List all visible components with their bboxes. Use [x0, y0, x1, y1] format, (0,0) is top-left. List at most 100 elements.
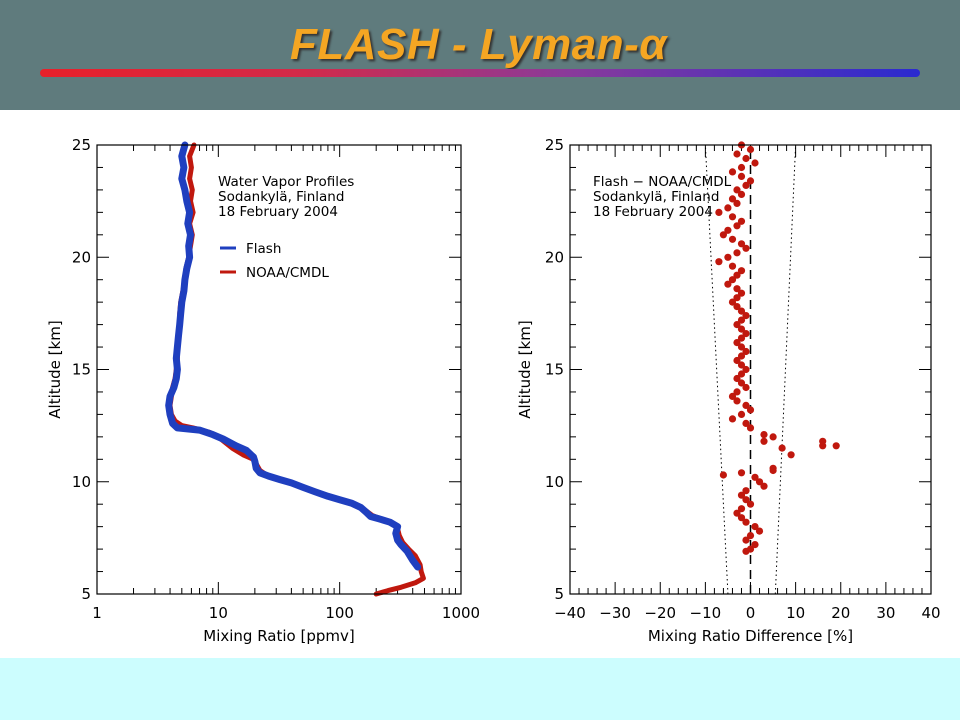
difference-point [733, 303, 741, 311]
difference-point [728, 262, 737, 270]
difference-point [728, 235, 737, 243]
difference-point [737, 505, 746, 513]
difference-point [728, 298, 737, 306]
slide-title: FLASH - Lyman-α [290, 20, 668, 69]
difference-point [746, 500, 755, 508]
difference-point [733, 285, 741, 293]
chart1-y-tick-labels: 5 10 15 20 25 [72, 136, 91, 603]
difference-point [742, 154, 750, 163]
chart2-y-tick-labels: 5 10 15 20 25 [545, 136, 564, 603]
difference-point [742, 496, 750, 504]
chart2-x-tick-label: 10 [786, 604, 805, 622]
difference-point [760, 482, 768, 490]
chart2-x-tick-label: −20 [644, 604, 676, 622]
difference-point [751, 473, 759, 481]
chart2-x-tick-label: 40 [921, 604, 940, 622]
difference-point [737, 172, 746, 180]
chart2-x-tick-label: 20 [831, 604, 850, 622]
difference-point [742, 518, 750, 526]
difference-point [728, 195, 737, 203]
difference-point [737, 343, 746, 351]
difference-point [742, 487, 750, 495]
difference-point [746, 177, 755, 185]
chart2-reference-lines [704, 144, 797, 595]
difference-point [733, 397, 741, 405]
difference-point [724, 226, 732, 234]
difference-point [769, 466, 777, 475]
difference-point [737, 469, 746, 477]
chart2-x-tick-label: −10 [690, 604, 722, 622]
chart1-x-tick-label: 1000 [442, 604, 480, 622]
difference-point [728, 392, 737, 400]
difference-point [715, 208, 723, 216]
chart1-y-tick-label: 10 [72, 473, 91, 491]
chart1-y-tick-label: 5 [81, 585, 91, 603]
difference-point [819, 437, 827, 445]
chart1-legend: Flash NOAA/CMDL [220, 241, 329, 281]
difference-point [832, 442, 840, 450]
difference-point [733, 222, 741, 230]
slide-header: FLASH - Lyman-α [0, 0, 960, 110]
difference-point [737, 240, 746, 248]
chart1-x-axis-label: Mixing Ratio [ppmv] [203, 627, 354, 645]
chart1-y-tick-label: 20 [72, 248, 91, 266]
chart2-x-tick-label: −30 [599, 604, 631, 622]
difference-point [737, 352, 746, 360]
difference-point [733, 509, 741, 517]
slide-footer-band [0, 658, 960, 720]
chart2-y-tick-label: 10 [545, 473, 564, 491]
difference-point [751, 159, 759, 167]
difference-point [733, 374, 741, 383]
difference-point [719, 231, 728, 239]
difference-point [751, 541, 759, 549]
difference-point [733, 294, 741, 302]
chart2-x-tick-label: −40 [554, 604, 586, 622]
difference-point [733, 321, 741, 329]
chart2-y-tick-label: 25 [545, 136, 564, 154]
chart2-annotation-line-3: 18 February 2004 [593, 204, 713, 220]
difference-point [746, 532, 755, 540]
difference-point [742, 401, 750, 409]
difference-point [755, 527, 764, 535]
difference-point [760, 437, 768, 445]
difference-point [733, 150, 741, 158]
chart2-annotation-line-2: Sodankylä, Finland [593, 189, 719, 205]
chart1-x-tick-label: 1 [92, 604, 102, 622]
mixing-ratio-difference-chart: −40 −30 −20 −10 0 10 20 30 40 5 10 15 20 25 Mixing R… [516, 136, 941, 645]
chart2-y-axis-label: Altitude [km] [516, 320, 534, 418]
difference-point [715, 258, 723, 266]
difference-point [737, 361, 746, 369]
difference-point [728, 415, 737, 423]
title-underline-bar [40, 69, 920, 77]
chart1-x-tick-label: 10 [209, 604, 228, 622]
difference-point [737, 491, 746, 499]
difference-point [760, 431, 768, 439]
difference-point [737, 410, 746, 418]
difference-point [724, 280, 732, 288]
difference-point [742, 536, 750, 544]
chart1-y-axis-label: Altitude [km] [46, 320, 64, 418]
difference-point [737, 163, 746, 172]
chart1-x-tick-label: 100 [325, 604, 354, 622]
chart1-annotation-line-1: Water Vapor Profiles [218, 174, 354, 190]
legend-noaa-label: NOAA/CMDL [246, 265, 329, 281]
difference-point [737, 325, 746, 333]
left-uncertainty-bound [704, 144, 729, 595]
difference-point [746, 406, 755, 414]
difference-point [733, 356, 741, 365]
difference-point [742, 312, 750, 320]
chart2-x-tick-labels: −40 −30 −20 −10 0 10 20 30 40 [554, 604, 940, 622]
difference-point [737, 514, 746, 522]
difference-point [737, 190, 746, 198]
difference-point [755, 478, 764, 486]
difference-point [778, 444, 786, 452]
chart2-x-axis-label: Mixing Ratio Difference [%] [648, 627, 853, 645]
chart2-frame [569, 144, 932, 595]
difference-point [742, 419, 750, 427]
difference-point [742, 547, 750, 555]
difference-point [742, 347, 750, 356]
flash-profile-line [165, 141, 422, 571]
difference-point [724, 204, 732, 212]
right-uncertainty-bound [774, 144, 797, 595]
